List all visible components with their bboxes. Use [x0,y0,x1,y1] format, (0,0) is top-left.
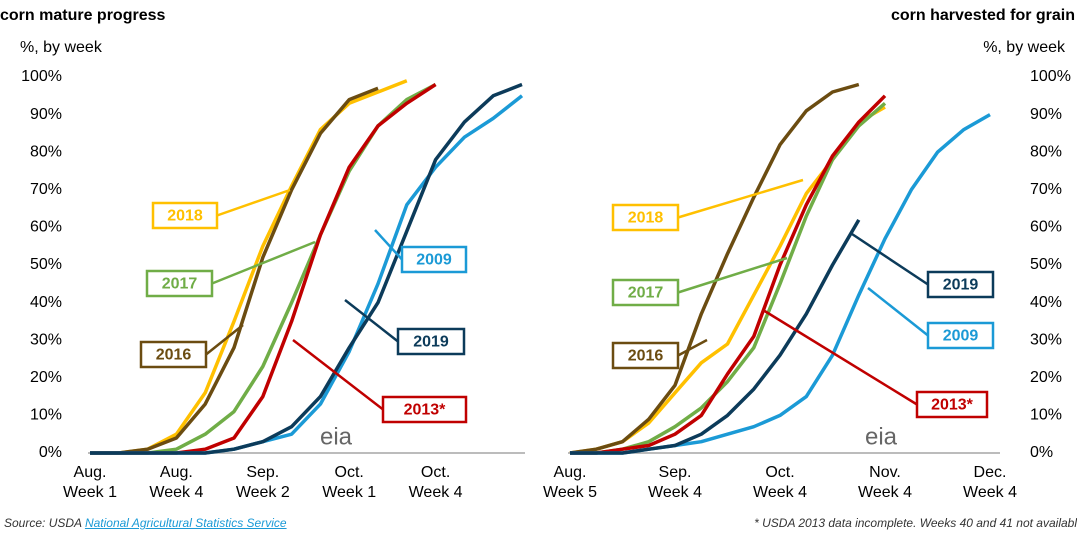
callout-line [344,299,399,343]
label-box [400,245,468,274]
y-tick-label: 40% [1030,294,1062,311]
x-tick-label: Aug. Week 1 [63,464,117,501]
footnote: * USDA 2013 data incomplete. Weeks 40 an… [754,516,1077,530]
callout-line [205,324,244,356]
x-tick-label: Aug. Week 5 [543,464,597,501]
x-tick-label: Oct. Week 4 [408,464,463,501]
series-label: 2019 [943,277,979,294]
x-tick-label: Sep. Week 2 [235,464,290,501]
y-tick-label: 30% [30,331,62,348]
y-tick-label: 100% [21,68,62,85]
x-tick-label: Oct. Week 4 [753,464,807,501]
y-tick-label: 60% [30,219,62,236]
source: Source: USDA National Agricultural Stati… [4,516,287,530]
x-tick-label: Dec. Week 4 [963,464,1017,501]
y-tick-label: 60% [1030,219,1062,236]
series-label: 2019 [413,334,449,351]
series-label: 2009 [943,328,979,345]
callout-line [851,232,929,286]
callout-line [867,287,929,337]
series-line [570,101,887,455]
series-label: 2013* [404,402,447,419]
series-label: 2016 [156,347,192,364]
callout-line [292,339,384,411]
label-box [396,327,466,356]
y-tick-label: 20% [30,369,62,386]
y-tick-label: 100% [1030,68,1071,85]
x-tick-label: Aug. Week 4 [149,464,204,501]
y-tick-label: 30% [1030,331,1062,348]
y-tick-label: 90% [1030,106,1062,123]
series-label: 2016 [628,348,664,365]
series-label: 2013* [931,397,974,414]
x-tick-label: Oct. Week 1 [322,464,377,501]
y-tick-label: 0% [1030,444,1053,461]
series-line [570,219,861,455]
y-tick-label: 50% [1030,256,1062,273]
x-tick-label: Nov. Week 4 [858,464,912,501]
chart-subtitle: %, by week [20,39,103,56]
y-tick-label: 50% [30,256,62,273]
y-tick-label: 70% [1030,181,1062,198]
y-tick-label: 80% [1030,143,1062,160]
y-tick-label: 10% [30,407,62,424]
series-label: 2017 [628,285,664,302]
label-box [151,201,219,230]
series-line [90,79,408,455]
y-tick-label: 20% [1030,369,1062,386]
series-label: 2009 [416,252,452,269]
y-tick-label: 10% [1030,407,1062,424]
callout-line [211,240,316,285]
source-link[interactable]: National Agricultural Statistics Service [84,516,287,530]
logo: eia [320,423,353,450]
label-box [926,270,995,299]
y-tick-label: 90% [30,106,62,123]
label-box [381,395,468,424]
series-line [90,82,523,455]
callout-line [677,178,804,219]
label-box [611,341,680,370]
y-tick-label: 40% [30,294,62,311]
series-label: 2018 [628,210,664,227]
label-box [145,269,214,298]
label-box [611,203,680,232]
callout-line [374,229,403,261]
series-line [570,94,887,455]
source-prefix: Source: USDA [4,516,82,530]
chart-title: corn mature progress [0,7,165,24]
label-box [139,340,208,369]
x-tick-label: Sep. Week 4 [648,464,702,501]
chart-title: corn harvested for grain [891,7,1075,24]
y-tick-label: 80% [30,143,62,160]
callout-line [677,256,788,294]
series-label: 2017 [162,276,198,293]
y-tick-label: 70% [30,181,62,198]
callout-line [216,188,291,217]
series-line [90,86,379,455]
chart-subtitle: %, by week [983,39,1066,56]
y-tick-label: 0% [39,444,62,461]
callout-line [677,338,708,357]
series-label: 2018 [167,208,203,225]
label-box [915,390,989,419]
callout-line [762,308,918,406]
label-box [611,278,680,307]
series-line [569,82,860,455]
label-box [926,321,995,350]
logo: eia [865,423,898,450]
